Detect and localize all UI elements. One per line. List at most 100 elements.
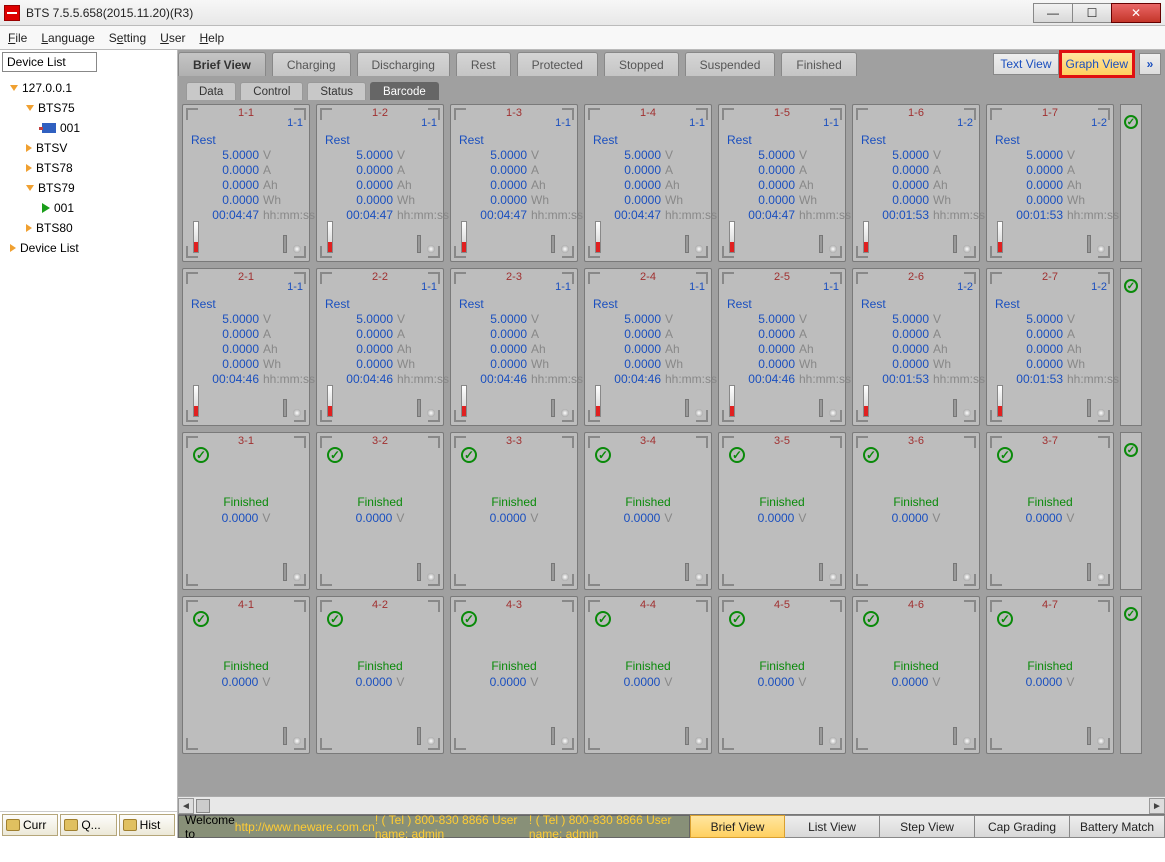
- check-icon: ✓: [863, 447, 879, 463]
- tree-bts80[interactable]: BTS80: [2, 218, 175, 238]
- channel-cell[interactable]: 3-3 ✓ Finished 0.0000V: [450, 432, 578, 590]
- tab-protected[interactable]: Protected: [517, 52, 598, 76]
- maximize-button[interactable]: ☐: [1072, 3, 1112, 23]
- channel-cell[interactable]: 4-7 ✓ Finished 0.0000V: [986, 596, 1114, 754]
- device-list-label: Device List: [2, 52, 97, 72]
- tree-dev-001a[interactable]: 001: [2, 118, 175, 138]
- cell-id: 1-3: [506, 107, 522, 119]
- channel-cell[interactable]: 2-6 1-2 Rest 5.0000V 0.0000A 0.0000Ah 0.…: [852, 268, 980, 426]
- sidebar-tab-hist[interactable]: Hist: [119, 814, 175, 836]
- channel-cell[interactable]: 3-1 ✓ Finished 0.0000V: [182, 432, 310, 590]
- footer-cap-grading-button[interactable]: Cap Grading: [975, 815, 1070, 838]
- channel-cell[interactable]: 4-3 ✓ Finished 0.0000V: [450, 596, 578, 754]
- channel-cell-partial[interactable]: ✓: [1120, 432, 1142, 590]
- sidebar-tab-q[interactable]: Q...: [60, 814, 116, 836]
- cell-id: 2-5: [774, 271, 790, 283]
- scroll-thumb[interactable]: [196, 799, 210, 813]
- scroll-right-button[interactable]: ►: [1149, 798, 1165, 814]
- cell-id: 4-5: [774, 599, 790, 611]
- footer-brief-view-button[interactable]: Brief View: [690, 815, 785, 838]
- subtab-data[interactable]: Data: [186, 82, 236, 100]
- channel-cell[interactable]: 3-6 ✓ Finished 0.0000V: [852, 432, 980, 590]
- cell-state: Rest: [593, 297, 618, 311]
- tree-dev-001b[interactable]: 001: [2, 198, 175, 218]
- cell-knob-icon: [963, 409, 971, 417]
- sidebar-bottom-tabs: Curr Q... Hist: [0, 811, 177, 838]
- finished-voltage: 0.0000V: [183, 511, 309, 525]
- subtab-barcode[interactable]: Barcode: [370, 82, 439, 100]
- channel-cell[interactable]: 1-7 1-2 Rest 5.0000V 0.0000A 0.0000Ah 0.…: [986, 104, 1114, 262]
- tree-bts75[interactable]: BTS75: [2, 98, 175, 118]
- subtab-control[interactable]: Control: [240, 82, 303, 100]
- subtab-status[interactable]: Status: [307, 82, 366, 100]
- channel-cell[interactable]: 1-2 1-1 Rest 5.0000V 0.0000A 0.0000Ah 0.…: [316, 104, 444, 262]
- tab-rest[interactable]: Rest: [456, 52, 511, 76]
- scroll-left-button[interactable]: ◄: [178, 798, 194, 814]
- channel-cell[interactable]: 3-2 ✓ Finished 0.0000V: [316, 432, 444, 590]
- cell-id: 1-5: [774, 107, 790, 119]
- footer-step-view-button[interactable]: Step View: [880, 815, 975, 838]
- channel-cell[interactable]: 3-7 ✓ Finished 0.0000V: [986, 432, 1114, 590]
- channel-cell[interactable]: 1-1 1-1 Rest 5.0000V 0.0000A 0.0000Ah 0.…: [182, 104, 310, 262]
- tab-discharging[interactable]: Discharging: [357, 52, 450, 76]
- channel-cell[interactable]: 2-4 1-1 Rest 5.0000V 0.0000A 0.0000Ah 0.…: [584, 268, 712, 426]
- menu-help[interactable]: Help: [200, 31, 225, 45]
- tab-finished[interactable]: Finished: [781, 52, 856, 76]
- menu-language[interactable]: Language: [41, 31, 94, 45]
- neware-link[interactable]: http://www.neware.com.cn: [235, 820, 375, 834]
- menu-user[interactable]: User: [160, 31, 185, 45]
- tree-device-list[interactable]: Device List: [2, 238, 175, 258]
- cell-values: 5.0000V 0.0000A 0.0000Ah 0.0000Wh 00:01:…: [853, 147, 979, 222]
- minimize-button[interactable]: —: [1033, 3, 1073, 23]
- channel-cell[interactable]: 1-4 1-1 Rest 5.0000V 0.0000A 0.0000Ah 0.…: [584, 104, 712, 262]
- channel-cell[interactable]: 3-5 ✓ Finished 0.0000V: [718, 432, 846, 590]
- channel-cell[interactable]: 2-7 1-2 Rest 5.0000V 0.0000A 0.0000Ah 0.…: [986, 268, 1114, 426]
- cell-slot-icon: [819, 563, 823, 581]
- cell-id: 2-4: [640, 271, 656, 283]
- level-bar: [595, 385, 601, 417]
- menu-setting[interactable]: Setting: [109, 31, 146, 45]
- channel-cell-partial[interactable]: ✓: [1120, 268, 1142, 426]
- channel-cell[interactable]: 3-4 ✓ Finished 0.0000V: [584, 432, 712, 590]
- tab-charging[interactable]: Charging: [272, 52, 351, 76]
- tab-stopped[interactable]: Stopped: [604, 52, 679, 76]
- channel-cell-partial[interactable]: ✓: [1120, 596, 1142, 754]
- cell-knob-icon: [561, 245, 569, 253]
- channel-cell[interactable]: 4-2 ✓ Finished 0.0000V: [316, 596, 444, 754]
- more-views-button[interactable]: »: [1139, 53, 1161, 75]
- tree-bts79[interactable]: BTS79: [2, 178, 175, 198]
- app-icon: [4, 5, 20, 21]
- sidebar-tab-curr[interactable]: Curr: [2, 814, 58, 836]
- channel-cell[interactable]: 4-6 ✓ Finished 0.0000V: [852, 596, 980, 754]
- tab-suspended[interactable]: Suspended: [685, 52, 776, 76]
- tree-bts78[interactable]: BTS78: [2, 158, 175, 178]
- tab-brief-view[interactable]: Brief View: [178, 52, 266, 76]
- cell-id: 3-1: [238, 435, 254, 447]
- channel-cell[interactable]: 4-5 ✓ Finished 0.0000V: [718, 596, 846, 754]
- channel-cell[interactable]: 2-1 1-1 Rest 5.0000V 0.0000A 0.0000Ah 0.…: [182, 268, 310, 426]
- text-view-button[interactable]: Text View: [993, 53, 1058, 75]
- channel-cell[interactable]: 1-3 1-1 Rest 5.0000V 0.0000A 0.0000Ah 0.…: [450, 104, 578, 262]
- channel-cell[interactable]: 1-5 1-1 Rest 5.0000V 0.0000A 0.0000Ah 0.…: [718, 104, 846, 262]
- channel-cell[interactable]: 2-5 1-1 Rest 5.0000V 0.0000A 0.0000Ah 0.…: [718, 268, 846, 426]
- horizontal-scrollbar[interactable]: ◄ ►: [178, 796, 1165, 814]
- channel-cell[interactable]: 4-4 ✓ Finished 0.0000V: [584, 596, 712, 754]
- finished-voltage: 0.0000V: [987, 675, 1113, 689]
- menu-file[interactable]: File: [8, 31, 27, 45]
- check-icon: ✓: [193, 611, 209, 627]
- channel-cell[interactable]: 1-6 1-2 Rest 5.0000V 0.0000A 0.0000Ah 0.…: [852, 104, 980, 262]
- footer-list-view-button[interactable]: List View: [785, 815, 880, 838]
- tree-root[interactable]: 127.0.0.1: [2, 78, 175, 98]
- channel-cell[interactable]: 2-3 1-1 Rest 5.0000V 0.0000A 0.0000Ah 0.…: [450, 268, 578, 426]
- sidebar: Device List 127.0.0.1 BTS75 001 BTSV BTS…: [0, 50, 178, 838]
- graph-view-button[interactable]: Graph View: [1062, 53, 1132, 75]
- channel-cell[interactable]: 4-1 ✓ Finished 0.0000V: [182, 596, 310, 754]
- cell-values: 5.0000V 0.0000A 0.0000Ah 0.0000Wh 00:01:…: [853, 311, 979, 386]
- channel-cell[interactable]: 2-2 1-1 Rest 5.0000V 0.0000A 0.0000Ah 0.…: [316, 268, 444, 426]
- cell-id: 2-6: [908, 271, 924, 283]
- footer-battery-match-button[interactable]: Battery Match: [1070, 815, 1165, 838]
- channel-cell-partial[interactable]: ✓: [1120, 104, 1142, 262]
- cell-id: 4-4: [640, 599, 656, 611]
- close-button[interactable]: ✕: [1111, 3, 1161, 23]
- tree-btsv[interactable]: BTSV: [2, 138, 175, 158]
